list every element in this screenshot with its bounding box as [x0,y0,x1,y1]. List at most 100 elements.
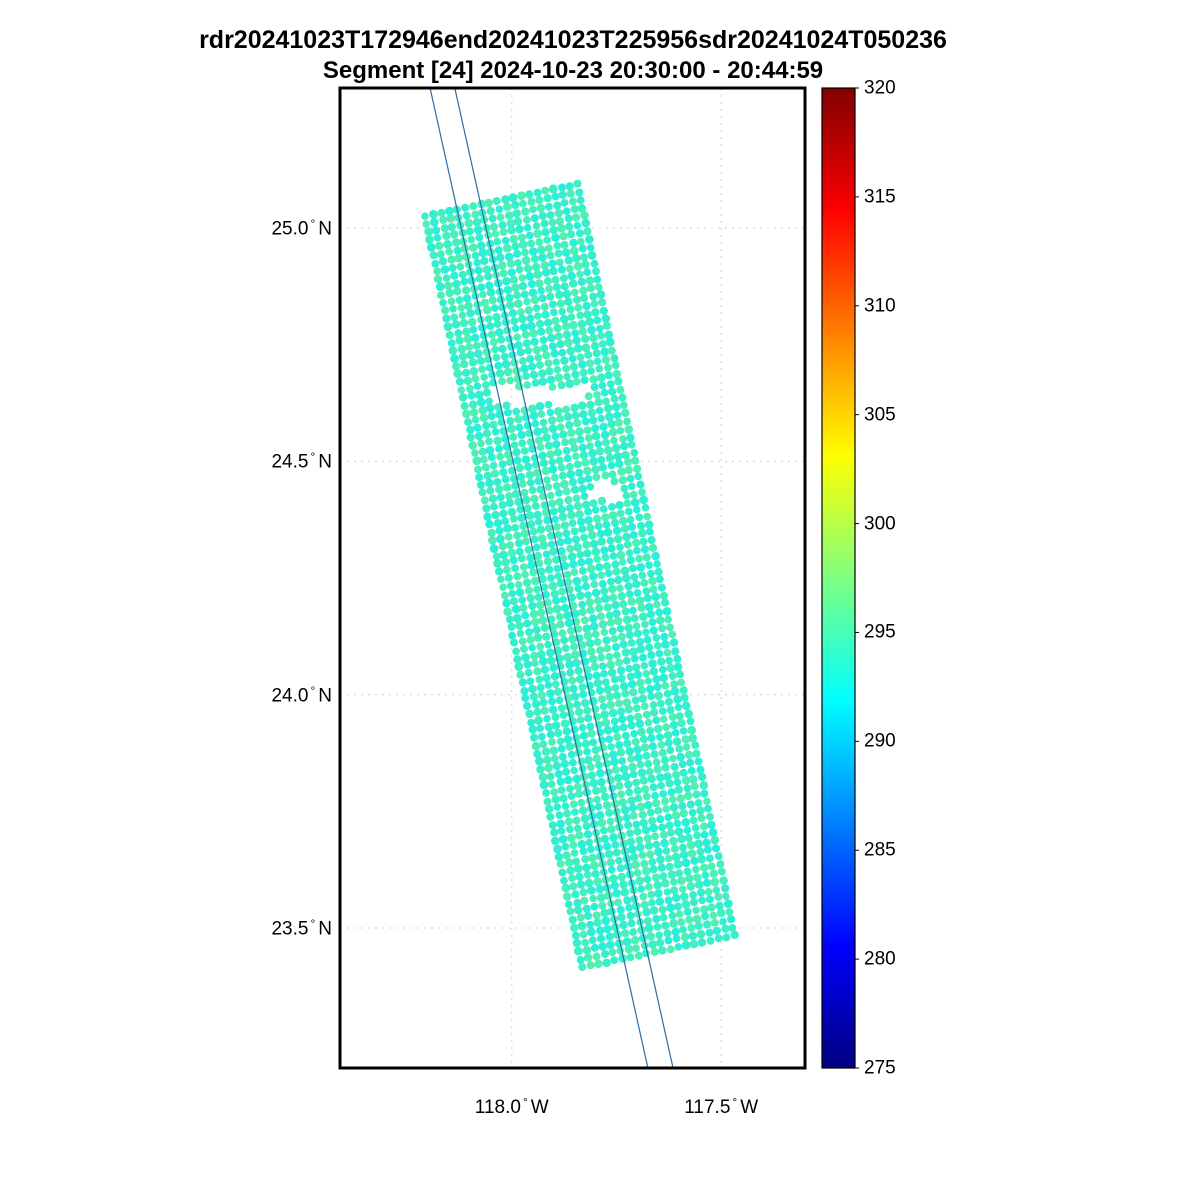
swath-dot [576,353,585,362]
swath-dot [629,688,638,697]
swath-dot [560,314,569,324]
swath-dot [675,910,684,918]
swath-dot [495,485,504,494]
swath-dot [462,252,472,262]
swath-dot [452,362,461,371]
swath-dot [514,299,523,309]
swath-dot [647,692,656,701]
swath-dot [478,447,487,456]
swath-dot [573,501,583,511]
swath-dot [539,458,549,468]
swath-dot [576,550,585,559]
swath-dot [493,436,502,446]
swath-dot [549,300,557,309]
swath-dot [617,790,626,799]
swath-dot [658,905,667,914]
swath-dot [620,524,630,533]
swath-dot [600,834,610,844]
swath-dot [563,570,572,579]
swath-dot [608,387,617,396]
swath-dot [673,662,683,672]
swath-dot [558,834,568,844]
swath-dot [583,466,592,476]
swath-dot [557,505,566,514]
swath-dot [535,675,543,684]
swath-dot [548,581,558,591]
swath-dot [492,353,501,362]
colorbar-tick-value: 295 [864,621,896,643]
swath-dot [672,893,681,903]
swath-dot [513,456,522,465]
swath-dot [649,667,658,676]
swath-dot [623,499,632,508]
swath-dot [518,596,527,604]
swath-dot [469,243,478,252]
swath-dot [675,712,684,721]
swath-dot [510,358,519,367]
swath-dot [482,388,492,397]
swath-dot [571,370,580,379]
swath-dot [523,660,532,669]
lon-hemisphere: W [530,1097,549,1118]
swath-dot [630,730,638,738]
swath-dot [599,702,608,711]
swath-dot [569,758,577,767]
swath-dot [523,504,532,513]
swath-dot [646,610,656,619]
swath-dot [639,537,648,546]
swath-dot [649,708,659,717]
swath-dot [559,595,568,604]
swath-dot [651,791,659,800]
swath-dot [557,827,566,835]
swath-dot [507,424,516,434]
swath-dot [549,746,559,755]
swath-dot [605,932,614,941]
swath-dot [601,553,610,562]
swath-dot [669,638,679,647]
swath-dot [544,244,553,253]
swath-dot [521,256,531,265]
swath-dot [542,550,551,558]
swath-dot [595,604,604,613]
swath-dot [584,350,593,359]
swath-dot [563,775,573,785]
swath-dot [616,426,625,435]
swath-dot [534,716,543,725]
swath-dot [542,632,551,641]
swath-dot [557,463,566,472]
swath-dot [492,552,501,561]
swath-dot [543,714,551,723]
swath-dot [610,675,619,684]
swath-dot [602,800,612,810]
swath-dot [629,804,637,812]
swath-dot [560,876,568,885]
swath-dot [659,872,668,881]
swath-dot [632,580,641,589]
swath-dot [661,763,670,772]
swath-dot [598,620,608,629]
swath-dot [540,623,550,633]
swath-dot [608,948,617,957]
swath-dot [596,926,605,935]
swath-dot [648,543,658,553]
swath-dot [525,628,533,637]
swath-dot [691,824,700,832]
swath-dot [533,551,543,561]
swath-dot [696,806,705,815]
swath-dot [566,907,575,916]
swath-dot [631,696,640,705]
swath-dot [600,546,609,555]
swath-dot [529,370,539,379]
swath-dot [424,227,434,237]
swath-dot [603,603,612,612]
swath-dot [616,543,624,551]
swath-dot [705,854,714,863]
swath-dot [490,502,498,511]
swath-dot [677,718,686,728]
swath-dot [653,560,661,568]
swath-dot [499,468,508,477]
swath-dot [602,562,612,571]
swath-dot [641,620,649,629]
swath-dot [649,701,658,709]
swath-dot [526,677,535,686]
